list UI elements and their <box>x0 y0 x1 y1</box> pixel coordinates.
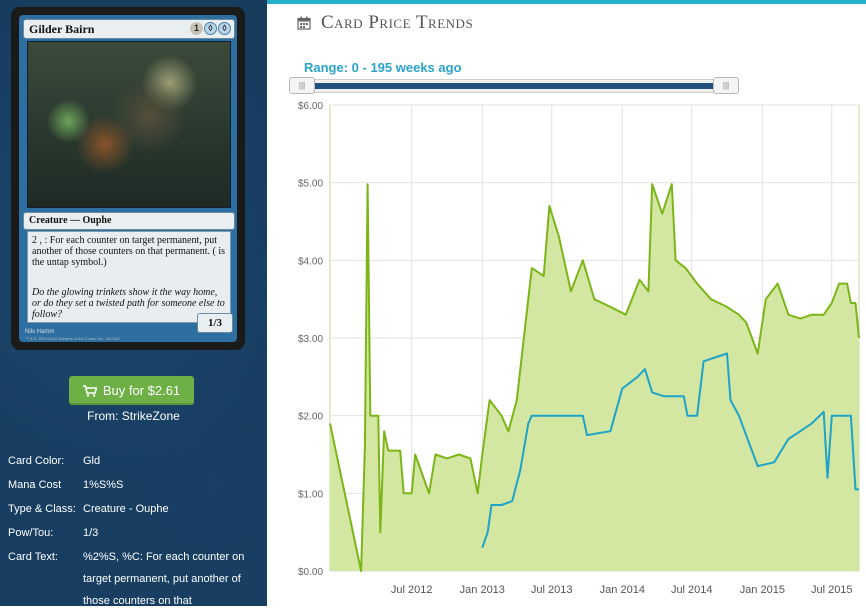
page-title: Card Price Trends <box>297 12 473 34</box>
range-slider-selection[interactable] <box>301 83 729 89</box>
x-tick-label: Jan 2014 <box>600 584 645 596</box>
info-label: Card Color: <box>8 455 65 467</box>
info-value: Creature - Ouphe <box>83 503 169 515</box>
info-label: Type & Class: <box>8 503 76 515</box>
info-label: Mana Cost <box>8 479 62 491</box>
chart-series <box>329 183 860 572</box>
info-value: 1%S%S <box>83 479 124 491</box>
card-artist: Nils Hamm <box>25 329 55 335</box>
buy-button[interactable]: Buy for $2.61 <box>69 376 194 405</box>
card-frame: Gilder Bairn 1 ◊ ◊ Creature — Ouphe 2 , … <box>19 15 237 342</box>
range-slider-start-handle[interactable]: ||| <box>289 77 315 94</box>
card-art <box>27 41 231 208</box>
y-tick-label: $5.00 <box>298 179 323 190</box>
card-type-line: Creature — Ouphe <box>29 215 112 226</box>
x-tick-label: Jul 2012 <box>391 584 433 596</box>
shopping-cart-icon <box>82 384 97 397</box>
y-tick-label: $4.00 <box>298 256 323 267</box>
page-title-text: Card Price Trends <box>321 12 474 33</box>
seller-name: From: StrikeZone <box>87 409 180 423</box>
series-line-primary <box>329 183 860 572</box>
sidebar: Gilder Bairn 1 ◊ ◊ Creature — Ouphe 2 , … <box>0 0 267 607</box>
info-value: %2%S, %C: For each counter on target per… <box>83 551 245 607</box>
chart-y-axis: $0.00 $1.00 $2.00 $3.00 $4.00 $5.00 $6.00 <box>298 101 323 578</box>
card-rules-text: 2 , : For each counter on target permane… <box>32 235 225 268</box>
price-trend-chart: $0.00 $1.00 $2.00 $3.00 $4.00 $5.00 $6.00 Jul … <box>298 101 860 596</box>
card-text-box: 2 , : For each counter on target permane… <box>27 231 231 323</box>
x-tick-label: Jul 2013 <box>531 584 573 596</box>
info-value: Gld <box>83 455 101 467</box>
card-copyright: ™ & © 1993-2008 Wizards of the Coast, In… <box>25 336 120 341</box>
range-label: Range: 0 - 195 weeks ago <box>304 60 462 75</box>
header-accent-bar <box>267 0 866 4</box>
info-label: Card Text: <box>8 551 58 563</box>
info-label: Pow/Tou: <box>8 527 54 539</box>
y-tick-label: $6.00 <box>298 101 323 112</box>
y-tick-label: $0.00 <box>298 567 323 578</box>
x-tick-label: Jul 2015 <box>811 584 853 596</box>
series-line-secondary <box>481 352 859 549</box>
card-name: Gilder Bairn <box>29 22 95 36</box>
y-tick-label: $1.00 <box>298 489 323 500</box>
mana-symbol-generic: 1 <box>190 22 203 35</box>
x-tick-label: Jan 2013 <box>460 584 505 596</box>
info-value: 1/3 <box>83 527 99 539</box>
y-tick-label: $2.00 <box>298 412 323 423</box>
mana-symbol-snow-icon: ◊ <box>218 22 231 35</box>
y-tick-label: $3.00 <box>298 334 323 345</box>
chart-x-axis: Jul 2012 Jan 2013 Jul 2013 Jan 2014 Jul 2014… <box>391 584 853 596</box>
card-mana-cost: 1 ◊ ◊ <box>190 22 231 35</box>
mana-symbol-snow-icon: ◊ <box>204 22 217 35</box>
card-image: Gilder Bairn 1 ◊ ◊ Creature — Ouphe 2 , … <box>11 7 245 350</box>
card-type-bar: Creature — Ouphe <box>23 212 235 230</box>
range-slider-end-handle[interactable]: ||| <box>713 77 739 94</box>
x-tick-label: Jan 2015 <box>740 584 785 596</box>
series-area-fill <box>330 184 859 571</box>
x-tick-label: Jul 2014 <box>671 584 713 596</box>
calendar-icon <box>297 16 311 30</box>
card-power-toughness: 1/3 <box>197 313 233 333</box>
buy-button-label: Buy for $2.61 <box>102 383 181 398</box>
card-title-bar: Gilder Bairn 1 ◊ ◊ <box>23 19 235 39</box>
card-flavor-text: Do the glowing trinkets show it the way … <box>32 287 225 320</box>
